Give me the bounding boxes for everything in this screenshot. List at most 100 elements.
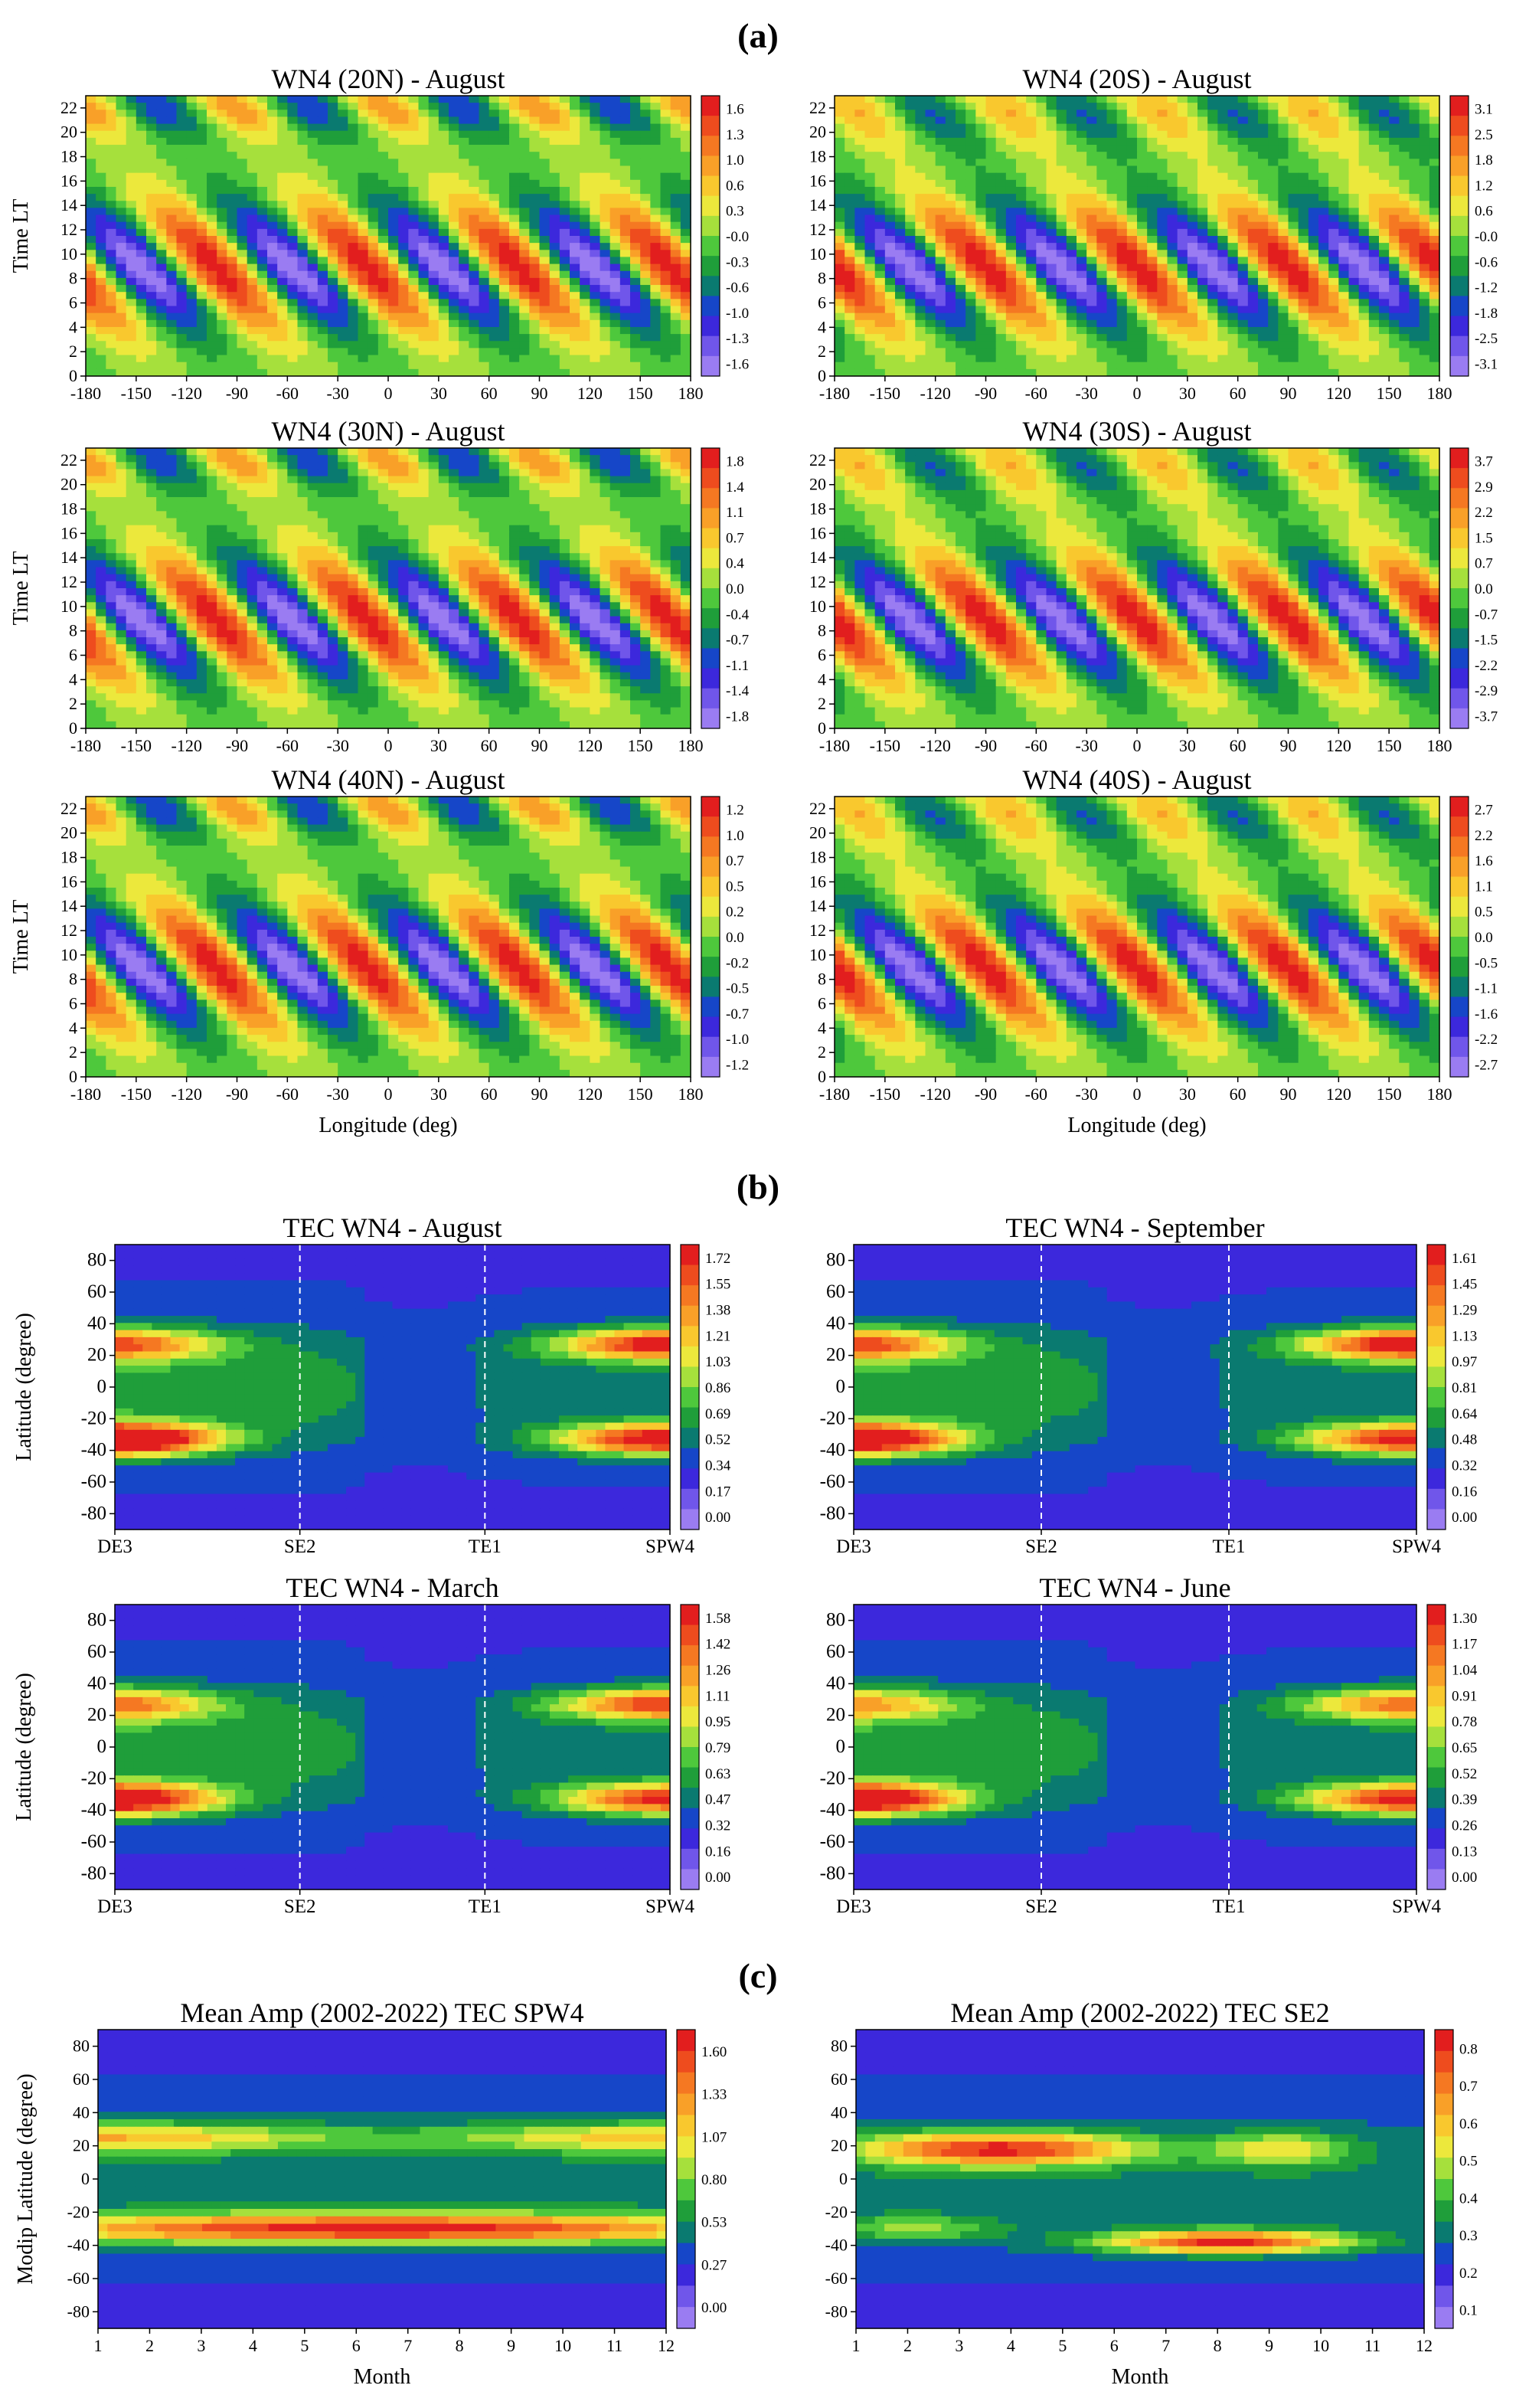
field-cell [106,116,116,124]
field-cell [1228,243,1239,250]
field-cell [965,229,976,237]
field-cell [1238,208,1249,215]
field-cell [946,110,956,117]
field-cell [835,292,845,299]
field-cell [1309,138,1319,146]
field-cell [408,369,419,377]
field-cell [116,348,127,355]
field-cell [378,159,389,166]
field-cell [227,341,237,348]
field-cell [489,285,500,293]
field-cell [368,131,379,139]
field-cell [328,334,338,342]
field-cell [1107,222,1118,230]
field-cell [1338,116,1349,124]
field-cell [287,250,298,257]
field-cell [156,271,167,279]
field-cell [136,271,147,279]
field-cell [926,110,936,117]
field-cell [610,173,621,181]
field-cell [926,250,936,257]
field-cell [257,243,268,250]
field-cell [348,341,358,348]
field-cell [620,124,631,132]
field-cell [965,159,976,166]
field-cell [620,264,631,272]
field-cell [86,278,96,286]
field-cell [1168,229,1178,237]
field-cell [946,96,956,103]
field-cell [429,215,439,223]
field-cell [368,278,379,286]
field-cell [1359,264,1370,272]
field-cell [1077,208,1087,215]
x-tick-label: -60 [276,384,299,403]
field-cell [187,180,198,188]
field-cell [1147,278,1158,286]
field-cell [845,103,855,110]
field-cell [519,229,530,237]
field-cell [207,194,217,201]
field-cell [1006,285,1017,293]
field-cell [277,320,288,328]
field-cell [177,152,188,159]
field-cell [1057,194,1067,201]
field-cell [207,116,217,124]
field-cell [338,257,348,264]
field-cell [136,264,147,272]
field-cell [1410,285,1420,293]
field-cell [915,159,926,166]
field-cell [398,173,409,181]
field-cell [1228,138,1239,146]
field-cell [439,152,449,159]
field-cell [1238,138,1249,146]
field-cell [854,285,865,293]
field-cell [398,124,409,132]
field-cell [287,334,298,342]
field-cell [1178,124,1188,132]
field-cell [661,257,671,264]
field-cell [895,285,906,293]
field-cell [1258,187,1269,195]
field-cell [1147,236,1158,244]
field-cell [187,173,198,181]
field-cell [1137,131,1148,139]
field-cell [640,110,651,117]
field-cell [946,103,956,110]
field-cell [570,222,580,230]
field-cell [560,103,570,110]
field-cell [419,306,430,314]
field-cell [895,236,906,244]
field-cell [875,194,886,201]
field-cell [1217,138,1228,146]
field-cell [1228,166,1239,174]
field-cell [1006,116,1017,124]
field-cell [1188,236,1198,244]
field-cell [915,229,926,237]
field-cell [529,159,540,166]
field-cell [1389,173,1400,181]
field-cell [368,110,379,117]
field-cell [975,278,986,286]
field-cell [338,229,348,237]
field-cell [895,250,906,257]
field-cell [1309,257,1319,264]
field-cell [106,236,116,244]
field-cell [681,116,691,124]
field-cell [1309,180,1319,188]
field-cell [1268,110,1279,117]
field-cell [1036,257,1047,264]
field-cell [298,159,309,166]
field-cell [600,145,611,152]
field-cell [580,215,590,223]
field-cell [540,131,551,139]
field-cell [1309,159,1319,166]
y-tick-label: 6 [69,293,77,312]
field-cell [328,320,338,328]
field-cell [560,215,570,223]
field-cell [854,138,865,146]
field-cell [479,236,490,244]
field-cell [620,229,631,237]
field-cell [640,369,651,377]
field-cell [661,131,671,139]
